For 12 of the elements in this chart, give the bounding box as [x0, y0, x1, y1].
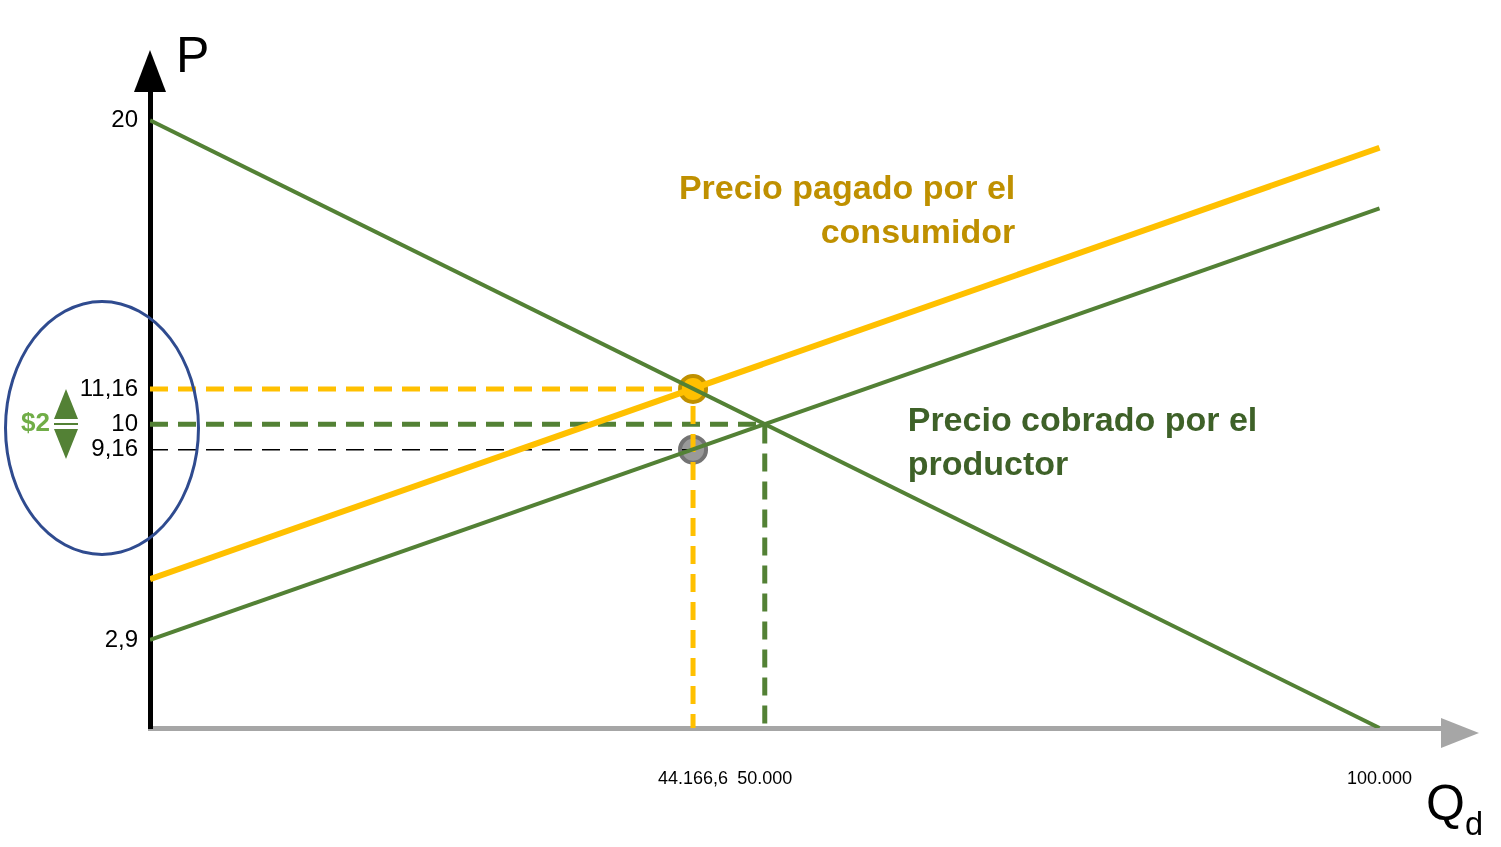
- series-label: Precio pagado por el consumidor: [678, 167, 1016, 250]
- x-tick-label: 100.000: [1346, 767, 1413, 788]
- x-tick-label: 44.166,6: [658, 767, 729, 788]
- y-tick-label: 2,9: [104, 624, 138, 652]
- series-label: Precio cobrado por el productor: [907, 400, 1258, 483]
- y-tick-label: 9,16: [91, 434, 138, 462]
- x-tick-label: 50.000: [737, 767, 793, 788]
- y-tick-label: 11,16: [79, 373, 138, 401]
- y-tick-label: 10: [111, 408, 138, 436]
- text: $2: [21, 407, 50, 438]
- y-axis-title: P: [176, 27, 210, 83]
- y-tick-label: 20: [111, 105, 138, 133]
